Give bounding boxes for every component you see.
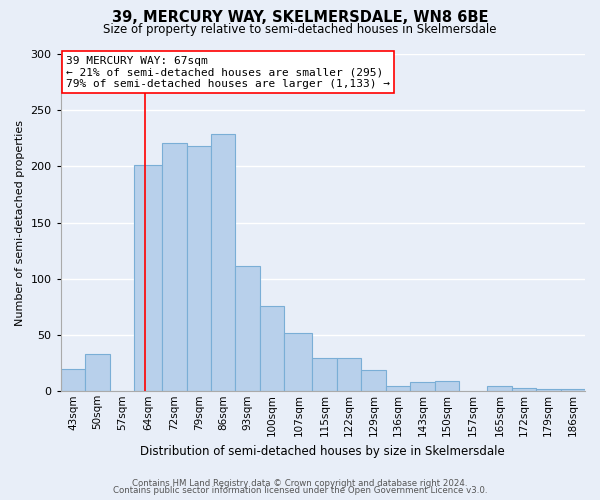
Text: Size of property relative to semi-detached houses in Skelmersdale: Size of property relative to semi-detach… [103,22,497,36]
Bar [487,386,512,392]
Bar [361,370,386,392]
Bar [85,354,110,392]
Text: 39, MERCURY WAY, SKELMERSDALE, WN8 6BE: 39, MERCURY WAY, SKELMERSDALE, WN8 6BE [112,10,488,25]
Bar [410,382,435,392]
Bar [337,358,361,392]
Bar [187,146,211,392]
Bar [211,134,235,392]
Text: Contains public sector information licensed under the Open Government Licence v3: Contains public sector information licen… [113,486,487,495]
Bar [435,381,459,392]
Bar [235,266,260,392]
Text: 39 MERCURY WAY: 67sqm
← 21% of semi-detached houses are smaller (295)
79% of sem: 39 MERCURY WAY: 67sqm ← 21% of semi-deta… [66,56,390,89]
Bar [260,306,284,392]
Y-axis label: Number of semi-detached properties: Number of semi-detached properties [15,120,25,326]
Bar [162,143,187,392]
Bar [134,166,162,392]
X-axis label: Distribution of semi-detached houses by size in Skelmersdale: Distribution of semi-detached houses by … [140,444,505,458]
Bar [536,389,560,392]
Text: Contains HM Land Registry data © Crown copyright and database right 2024.: Contains HM Land Registry data © Crown c… [132,478,468,488]
Bar [512,388,536,392]
Bar [61,369,85,392]
Bar [313,358,337,392]
Bar [386,386,410,392]
Bar [284,333,313,392]
Bar [560,389,585,392]
